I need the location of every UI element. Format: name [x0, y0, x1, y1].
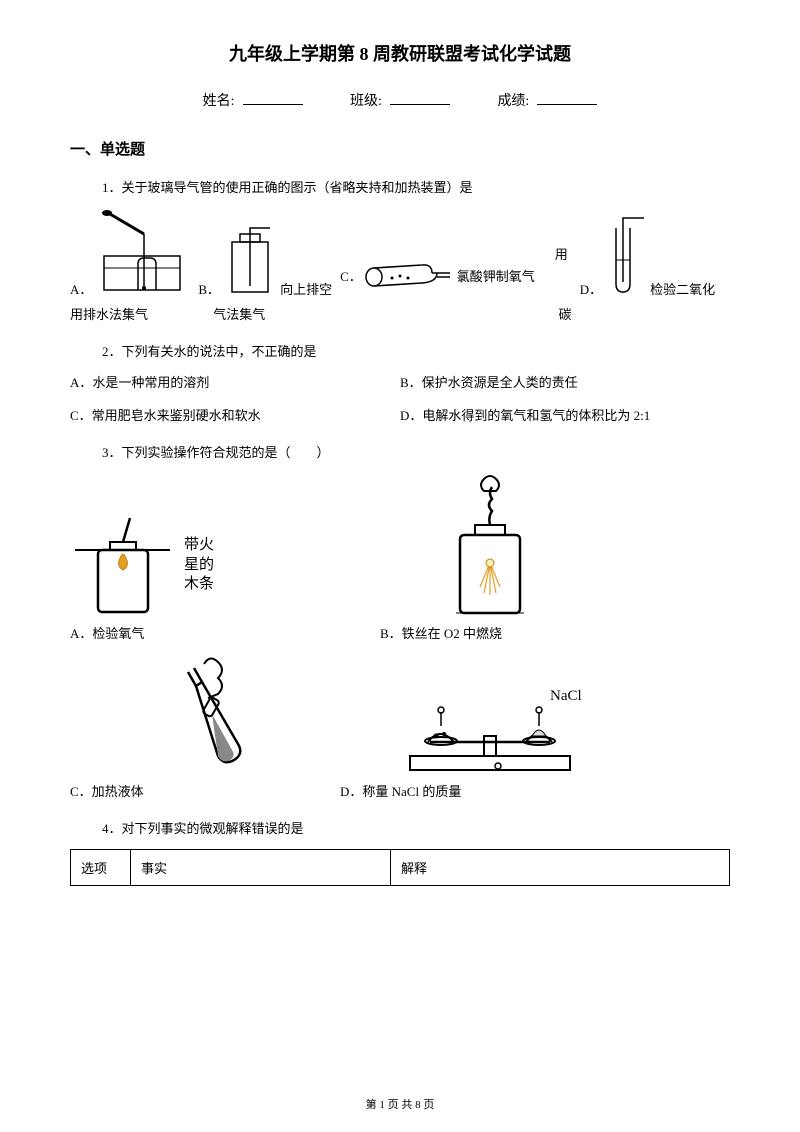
q2-d: D．电解水得到的氧气和氢气的体积比为 2:1 — [400, 405, 730, 424]
q3-d-diagram: NaCl — [340, 686, 640, 781]
q1-b-mid: 向上排空 — [280, 279, 332, 298]
q1-b-post: 气法集气 — [213, 307, 265, 322]
class-label: 班级: — [350, 94, 382, 109]
q1-d-mid: 检验二氧化 — [650, 279, 715, 298]
q4-table: 选项 事实 解释 — [70, 849, 730, 886]
q1-a-post: 用排水法集气 — [70, 307, 148, 322]
q1-c-diagram — [362, 253, 457, 298]
q1-d-post: 碳 — [559, 307, 572, 322]
q1-c-end: 用 — [555, 244, 568, 263]
q4-text: 4．对下列事实的微观解释错误的是 — [102, 818, 730, 837]
name-label: 姓名: — [203, 94, 235, 109]
q1-b-diagram — [220, 218, 280, 298]
q2-b: B．保护水资源是全人类的责任 — [400, 372, 730, 391]
q1-row2: 用排水法集气 气法集气 碳 — [70, 304, 730, 323]
q3-c-diagram — [100, 656, 340, 781]
table-row: 选项 事实 解释 — [71, 850, 730, 886]
q1-b-pre: B． — [198, 279, 220, 298]
q3-a-label: A．检验氧气 — [70, 623, 340, 642]
q3-row2: C．加热液体 NaCl D — [70, 656, 730, 800]
q1-options: A． B． 向上排空 C． — [70, 208, 730, 298]
q4-col2: 事实 — [131, 850, 391, 886]
q1-d-diagram — [602, 210, 650, 298]
q1-c-pre: C． — [340, 266, 362, 285]
q3-d-label: D．称量 NaCl 的质量 — [340, 781, 640, 800]
section-heading-1: 一、单选题 — [70, 138, 730, 159]
name-blank — [243, 91, 303, 105]
q1-a-pre: A． — [70, 279, 92, 298]
q3-a-annot: 带火 星的 木条 — [184, 536, 214, 595]
page-footer: 第 1 页 共 8 页 — [0, 1096, 800, 1112]
q1-d-pre: D． — [580, 279, 602, 298]
q3-text: 3．下列实验操作符合规范的是（ ） — [102, 442, 730, 461]
q1-a-diagram — [92, 208, 192, 298]
q2-c: C．常用肥皂水来鉴别硬水和软水 — [70, 405, 400, 424]
q2-a: A．水是一种常用的溶剂 — [70, 372, 400, 391]
page-title: 九年级上学期第 8 周教研联盟考试化学试题 — [70, 40, 730, 66]
q3-d-nacl: NaCl — [550, 688, 582, 704]
q4-col1: 选项 — [71, 850, 131, 886]
info-line: 姓名: 班级: 成绩: — [70, 90, 730, 110]
class-blank — [390, 91, 450, 105]
q3-c-label: C．加热液体 — [70, 781, 340, 800]
q1-text: 1．关于玻璃导气管的使用正确的图示（省略夹持和加热装置）是 — [102, 177, 730, 196]
q1-c-mid: 氯酸钾制氧气 — [457, 266, 535, 285]
q2-options: A．水是一种常用的溶剂 B．保护水资源是全人类的责任 C．常用肥皂水来鉴别硬水和… — [70, 372, 730, 424]
score-blank — [537, 91, 597, 105]
q4-col3: 解释 — [391, 850, 730, 886]
q3-row1: 带火 星的 木条 A．检验氧气 B．铁丝在 O2 中燃烧 — [70, 473, 730, 642]
q3-b-label: B．铁丝在 O2 中燃烧 — [380, 623, 600, 642]
q2-text: 2．下列有关水的说法中，不正确的是 — [102, 341, 730, 360]
score-label: 成绩: — [497, 94, 529, 109]
q3-b-diagram — [380, 473, 600, 623]
q3-a-diagram — [70, 508, 180, 623]
